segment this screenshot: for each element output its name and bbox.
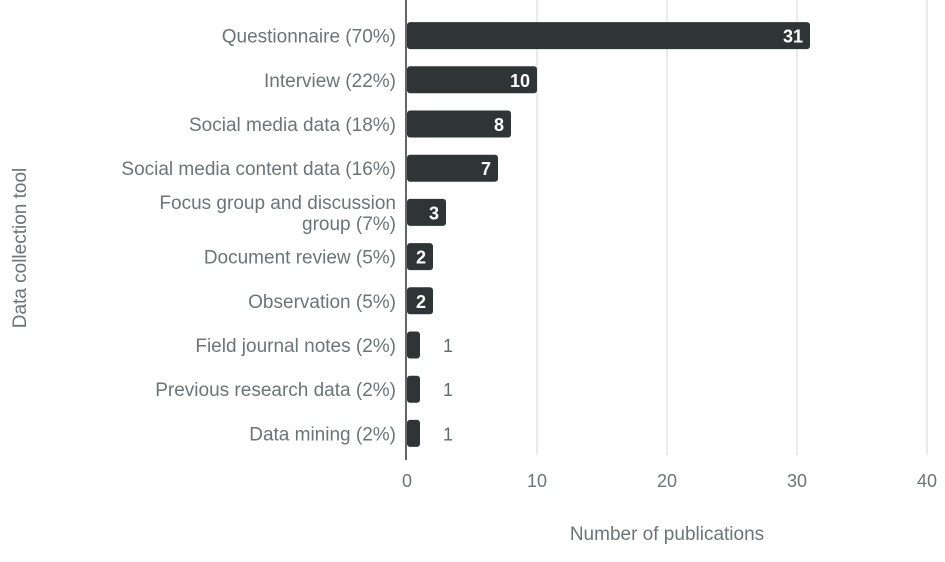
bar xyxy=(407,154,498,182)
x-tick-label: 30 xyxy=(787,471,807,491)
bar xyxy=(407,287,433,315)
bar xyxy=(407,22,810,50)
x-tick-label: 0 xyxy=(402,471,412,491)
category-label: Interview (22%) xyxy=(264,71,396,92)
bar xyxy=(407,419,420,447)
x-tick-label: 40 xyxy=(917,471,937,491)
data-label: 1 xyxy=(443,336,453,356)
category-label: Field journal notes (2%) xyxy=(195,336,396,357)
x-tick-label: 20 xyxy=(657,471,677,491)
y-axis-title: Data collection tool xyxy=(10,168,31,329)
category-label: group (7%) xyxy=(302,214,396,235)
bar xyxy=(407,110,511,138)
x-tick-label: 10 xyxy=(527,471,547,491)
category-label: Social media content data (16%) xyxy=(121,159,396,180)
data-label: 31 xyxy=(783,27,803,47)
category-label: Social media data (18%) xyxy=(189,115,396,136)
x-axis-title: Number of publications xyxy=(570,524,764,545)
category-label: Data mining (2%) xyxy=(249,424,396,445)
data-label: 10 xyxy=(510,71,530,91)
category-label: Previous research data (2%) xyxy=(155,380,396,401)
bar xyxy=(407,331,420,359)
data-label: 2 xyxy=(416,292,426,312)
category-label: Questionnaire (70%) xyxy=(222,27,396,48)
data-label: 1 xyxy=(443,424,453,444)
data-label: 2 xyxy=(416,248,426,268)
bar xyxy=(407,375,420,403)
bar xyxy=(407,198,446,226)
bar xyxy=(407,66,537,94)
data-label: 7 xyxy=(481,159,491,179)
data-label: 1 xyxy=(443,380,453,400)
category-label: Focus group and discussion xyxy=(159,193,396,214)
category-label: Observation (5%) xyxy=(248,292,396,313)
data-label: 3 xyxy=(429,203,439,223)
data-label: 8 xyxy=(494,115,504,135)
bar xyxy=(407,243,433,271)
category-label: Document review (5%) xyxy=(204,248,396,269)
